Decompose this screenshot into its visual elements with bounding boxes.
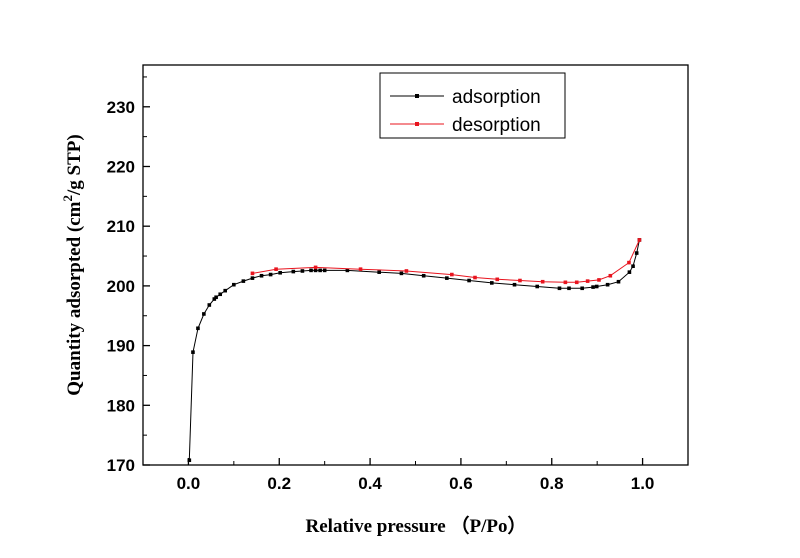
adsorption-point	[207, 303, 212, 307]
desorption-point	[473, 275, 477, 280]
adsorption-point	[322, 268, 327, 273]
desorption-point	[585, 279, 590, 283]
adsorption-point	[377, 270, 381, 274]
adsorption-point	[490, 281, 494, 285]
desorption-point	[250, 271, 255, 276]
desorption-point	[637, 238, 642, 242]
y-tick-label: 190	[107, 337, 135, 356]
legend-box	[379, 72, 566, 139]
adsorption-point	[309, 268, 313, 273]
adsorption-point	[616, 279, 621, 284]
desorption-point	[358, 267, 363, 271]
desorption-point	[450, 272, 454, 277]
desorption-point	[597, 278, 601, 282]
adsorption-point	[214, 295, 218, 300]
adsorption-point	[223, 288, 228, 293]
adsorption-point	[535, 284, 540, 289]
adsorption-point	[291, 269, 296, 274]
adsorption-point	[567, 286, 571, 291]
desorption-point	[574, 280, 579, 285]
y-tick-label: 170	[107, 456, 135, 475]
adsorption-point	[191, 350, 195, 354]
legend-marker-desorption	[415, 122, 419, 126]
y-axis-title-main: Quantity adsorpted (cm	[64, 201, 85, 395]
x-tick-label: 0.6	[449, 474, 473, 493]
adsorption-point	[605, 282, 610, 287]
adsorption-point	[241, 279, 246, 283]
y-tick-label: 220	[107, 157, 135, 176]
y-axis-title-tail: /g STP)	[64, 134, 85, 196]
x-tick-label: 0.0	[177, 474, 201, 493]
y-tick-label: 210	[107, 217, 135, 236]
legend-label-desorption: desorption	[452, 115, 541, 136]
desorption-point	[608, 273, 613, 278]
adsorption-point	[259, 273, 264, 278]
x-tick-label: 0.4	[358, 474, 382, 493]
adsorption-point	[268, 272, 273, 277]
x-axis-title: Relative pressure （P/Po）	[306, 514, 527, 537]
adsorption-point	[627, 270, 632, 274]
y-axis-title-sup: 2	[60, 195, 75, 202]
adsorption-point	[232, 282, 236, 287]
x-tick-label: 1.0	[631, 474, 655, 493]
adsorption-point	[557, 286, 562, 291]
adsorption-point	[399, 271, 404, 276]
y-tick-label: 180	[107, 396, 135, 415]
adsorption-point	[202, 312, 206, 316]
adsorption-point	[634, 251, 639, 255]
legend-label-adsorption: adsorption	[452, 87, 541, 108]
adsorption-point	[278, 270, 282, 275]
y-tick-label: 230	[107, 98, 135, 117]
desorption-point	[274, 267, 278, 271]
adsorption-point	[512, 282, 517, 287]
adsorption-point	[591, 285, 595, 289]
adsorption-point	[421, 273, 426, 278]
desorption-point	[518, 278, 522, 283]
adsorption-point	[187, 458, 192, 463]
desorption-point	[563, 280, 568, 285]
adsorption-point	[631, 264, 635, 268]
legend: adsorption desorption	[379, 72, 566, 139]
x-tick-label: 0.2	[267, 474, 291, 493]
adsorption-point	[212, 297, 217, 301]
adsorption-point	[580, 286, 584, 291]
adsorption-point	[313, 268, 318, 273]
legend-marker-adsorption	[415, 94, 419, 98]
adsorption-point	[250, 276, 255, 280]
adsorption-point	[318, 268, 322, 273]
y-axis-title: Quantity adsorpted (cm2/g STP)	[60, 134, 85, 395]
desorption-point	[404, 269, 409, 273]
adsorption-point	[345, 268, 350, 273]
adsorption-point	[445, 276, 449, 280]
adsorption-point	[467, 278, 471, 283]
adsorption-point	[594, 284, 599, 289]
desorption-point	[627, 260, 631, 265]
adsorption-point	[196, 326, 200, 331]
x-tick-label: 0.8	[540, 474, 564, 493]
adsorption-point	[300, 269, 305, 273]
desorption-point	[495, 277, 500, 282]
y-tick-label: 200	[107, 277, 135, 296]
desorption-line	[252, 239, 640, 283]
adsorption-point	[218, 292, 223, 297]
desorption-point	[540, 279, 545, 284]
desorption-point	[313, 265, 318, 270]
